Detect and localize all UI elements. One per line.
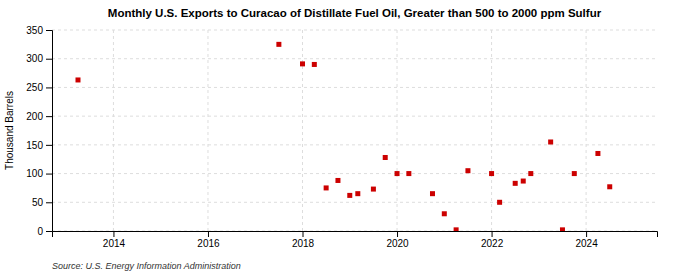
point [513,181,518,186]
point [75,77,80,82]
grid-line [52,173,657,174]
tick-label: 2022 [481,238,504,249]
point [454,227,459,231]
point [406,171,411,176]
points [75,42,612,231]
chart: 2014 2016 2018 2020 2022 2024 0 50 100 150 200 250 3… [0,0,675,275]
point [607,184,612,189]
point [528,171,533,176]
tick-mark [46,202,52,203]
point [312,62,317,67]
tick-label: 100 [26,168,43,179]
point [347,193,352,198]
title: Monthly U.S. Exports to Curacao of Disti… [108,7,602,19]
grid-line [491,30,492,231]
point [371,187,376,192]
y-axis-title: Thousand Barrels [4,91,15,170]
tick-mark [46,174,52,175]
grid-line [52,87,657,88]
point [560,227,565,231]
axis-line [46,31,53,232]
tick-mark [46,59,52,60]
grid-line [586,30,587,231]
tick-label: 2016 [197,238,220,249]
tick: 50 [32,197,52,208]
tick: 0 [37,226,52,237]
tick-mark [303,231,304,237]
grid-line [52,202,657,203]
tick: 2016 [197,231,220,249]
grid-line [52,58,657,59]
tick-mark [208,231,209,237]
point [548,139,553,144]
point [465,168,470,173]
point [395,171,400,176]
y-axis: 0 50 100 150 200 250 300 350 [26,25,52,237]
point [595,151,600,156]
grid-line [302,30,303,231]
x-axis: 2014 2016 2018 2020 2022 2024 [53,231,658,249]
tick-label: 0 [37,226,43,237]
plot: 2014 2016 2018 2020 2022 2024 0 50 100 150 200 250 3… [26,25,657,249]
tick: 2024 [575,231,598,249]
tick-mark [46,30,52,31]
tick: 100 [26,168,52,179]
point [442,211,447,216]
point [324,185,329,190]
axis-line [53,232,658,238]
grid-line [207,30,208,231]
tick: 2020 [386,231,409,249]
tick-label: 200 [26,111,43,122]
tick-label: 300 [26,53,43,64]
tick-label: 150 [26,140,43,151]
point [572,171,577,176]
tick-mark [46,87,52,88]
tick: 200 [26,111,52,122]
point [300,61,305,66]
tick: 2022 [481,231,504,249]
grid-line [52,30,657,31]
point [497,200,502,205]
point [276,42,281,47]
tick-mark [586,231,587,237]
tick-label: 2018 [292,238,315,249]
point [521,179,526,184]
tick-mark [397,231,398,237]
tick-label: 2020 [386,238,409,249]
tick-label: 350 [26,25,43,36]
grid [52,30,657,231]
tick: 150 [26,140,52,151]
tick-label: 50 [32,197,44,208]
tick: 250 [26,82,52,93]
tick: 300 [26,53,52,64]
grid-line [52,144,657,145]
tick: 2014 [103,231,126,249]
point [355,191,360,196]
source: Source: U.S. Energy Information Administ… [52,261,241,271]
point [335,178,340,183]
tick-mark [46,145,52,146]
grid-line [113,30,114,231]
point [489,171,494,176]
point [430,191,435,196]
tick-label: 2014 [103,238,126,249]
tick-mark [113,231,114,237]
tick-mark [46,231,52,232]
tick-label: 250 [26,82,43,93]
point [383,155,388,160]
tick: 350 [26,25,52,36]
tick: 2018 [292,231,315,249]
grid-line [397,30,398,231]
grid-line [52,116,657,117]
tick-mark [46,116,52,117]
tick-label: 2024 [575,238,598,249]
tick-mark [492,231,493,237]
